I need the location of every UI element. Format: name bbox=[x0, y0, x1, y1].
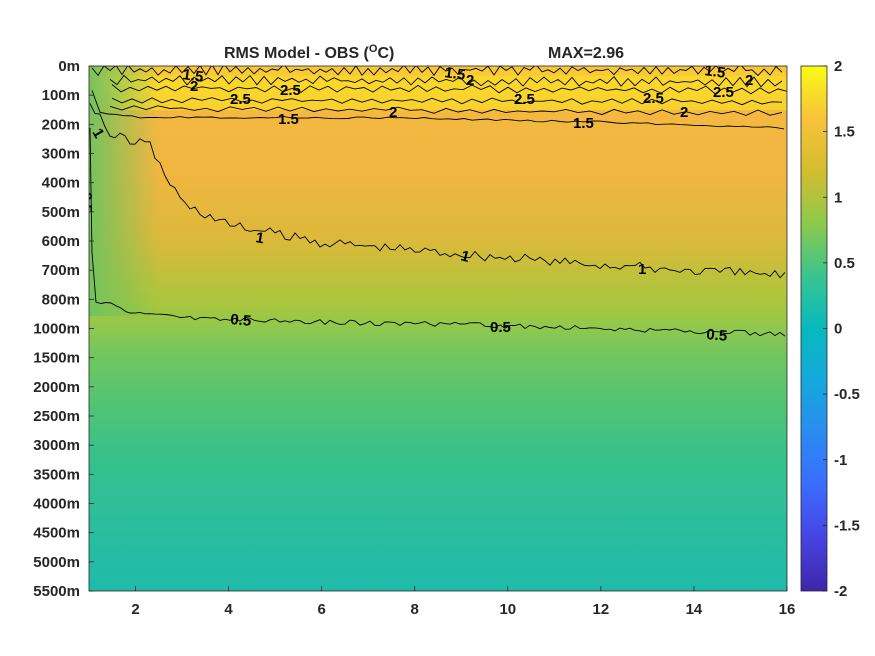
y-tick-label: 5500m bbox=[33, 583, 80, 600]
contour-label: 2 bbox=[389, 104, 397, 121]
y-tick-label: 800m bbox=[42, 291, 80, 308]
contour-label: 2.5 bbox=[514, 91, 535, 108]
y-tick-label: 1000m bbox=[33, 321, 80, 338]
contour-label: 2 bbox=[190, 78, 198, 95]
y-tick-label: 600m bbox=[42, 233, 80, 250]
contour-label: 2.5 bbox=[230, 91, 251, 108]
contour-label: 1.5 bbox=[181, 66, 204, 86]
contour-label: 1.5 bbox=[703, 62, 726, 82]
contour-label: 0.5 bbox=[490, 319, 511, 336]
y-tick-label: 2500m bbox=[33, 408, 80, 425]
y-tick-label: 200m bbox=[42, 116, 80, 133]
contour-label: 1.5 bbox=[278, 111, 299, 128]
colorbar-tick-label: -1.5 bbox=[834, 517, 860, 534]
contour-lines bbox=[89, 66, 787, 337]
contour-label: 1.5 bbox=[443, 64, 466, 84]
colorbar-tick-label: 0.5 bbox=[834, 255, 855, 272]
x-axis: 2 4 6 8 10 12 14 16 bbox=[131, 586, 795, 618]
contour-label: 2 bbox=[466, 72, 474, 89]
y-tick-label: 4500m bbox=[33, 525, 80, 542]
y-tick-label: 300m bbox=[42, 146, 80, 163]
contour-2p5-lower bbox=[111, 97, 783, 106]
x-tick-label: 14 bbox=[686, 601, 703, 618]
y-tick-label: 400m bbox=[42, 175, 80, 192]
y-tick-label: 0m bbox=[58, 58, 80, 75]
x-tick-label: 16 bbox=[779, 601, 796, 618]
colorbar-tick-label: -0.5 bbox=[834, 386, 860, 403]
contour-2-top bbox=[109, 74, 783, 88]
colorbar-tick-label: 1.5 bbox=[834, 124, 855, 141]
y-tick-label: 3500m bbox=[33, 466, 80, 483]
plot-area: 1.522.52.51.51.5 22.521.51.52.522.5210.51… bbox=[78, 62, 787, 591]
colorbar-tick-label: 0 bbox=[834, 321, 842, 338]
contour-label: 0.5 bbox=[78, 192, 95, 213]
y-tick-label: 3000m bbox=[33, 437, 80, 454]
svg-text:RMS Model - OBS (OC): RMS Model - OBS (OC) bbox=[224, 43, 394, 62]
x-tick-label: 6 bbox=[317, 601, 325, 618]
title-text: RMS Model - OBS ( bbox=[224, 45, 370, 62]
colorbar-tick-label: -1 bbox=[834, 452, 847, 469]
contour-label: 0.5 bbox=[706, 326, 728, 345]
heatmap-background bbox=[89, 66, 787, 591]
contour-label: 1 bbox=[638, 261, 646, 278]
colorbar-tick-label: 1 bbox=[834, 189, 842, 206]
y-tick-label: 2000m bbox=[33, 379, 80, 396]
colorbar: 2 1.5 1 0.5 0 -0.5 -1 -1.5 -2 bbox=[800, 58, 860, 600]
colorbar-tick-label: -2 bbox=[834, 583, 847, 600]
x-tick-label: 12 bbox=[593, 601, 610, 618]
contour-label: 0.5 bbox=[230, 311, 252, 330]
contour-1 bbox=[89, 103, 786, 279]
y-tick-label: 5000m bbox=[33, 554, 80, 571]
y-tick-label: 1500m bbox=[33, 350, 80, 367]
left-edge-shading bbox=[89, 66, 159, 316]
x-tick-label: 8 bbox=[411, 601, 419, 618]
title-max-value: MAX=2.96 bbox=[548, 45, 624, 62]
y-tick-label: 700m bbox=[42, 262, 80, 279]
contour-label: 2.5 bbox=[280, 82, 301, 99]
x-tick-label: 4 bbox=[224, 601, 233, 618]
contour-1p5-top bbox=[91, 66, 783, 77]
colorbar-gradient bbox=[800, 65, 828, 592]
contour-2-lower bbox=[109, 105, 783, 116]
contour-label: 2.5 bbox=[643, 90, 664, 107]
contour-1p5-lower bbox=[91, 90, 785, 130]
y-tick-label: 4000m bbox=[33, 496, 80, 513]
contour-labels: 1.522.52.51.51.5 22.521.51.52.522.5210.51… bbox=[78, 62, 753, 345]
contour-label: 2 bbox=[745, 72, 753, 89]
x-tick-label: 10 bbox=[499, 601, 516, 618]
contour-label: 2.5 bbox=[713, 84, 734, 101]
colorbar-ticks: 2 1.5 1 0.5 0 -0.5 -1 -1.5 -2 bbox=[823, 58, 860, 600]
y-tick-label: 100m bbox=[42, 87, 80, 104]
contour-label: 2 bbox=[680, 104, 688, 121]
title-unit: C) bbox=[377, 45, 394, 62]
y-tick-label: 500m bbox=[42, 204, 80, 221]
title-unit-superscript: O bbox=[369, 43, 378, 55]
colorbar-tick-label: 2 bbox=[834, 58, 842, 75]
x-tick-label: 2 bbox=[131, 601, 139, 618]
contour-2p5-upper bbox=[111, 84, 787, 95]
chart-title: RMS Model - OBS (OC) MAX=2.96 bbox=[224, 43, 624, 62]
contour-label: 1.5 bbox=[573, 115, 594, 132]
y-axis: 0m 100m 200m 300m 400m 500m 600m 700m 800m 1000m 1… bbox=[33, 58, 94, 600]
contour-label: 1 bbox=[254, 229, 265, 247]
contour-0p5 bbox=[89, 127, 786, 337]
